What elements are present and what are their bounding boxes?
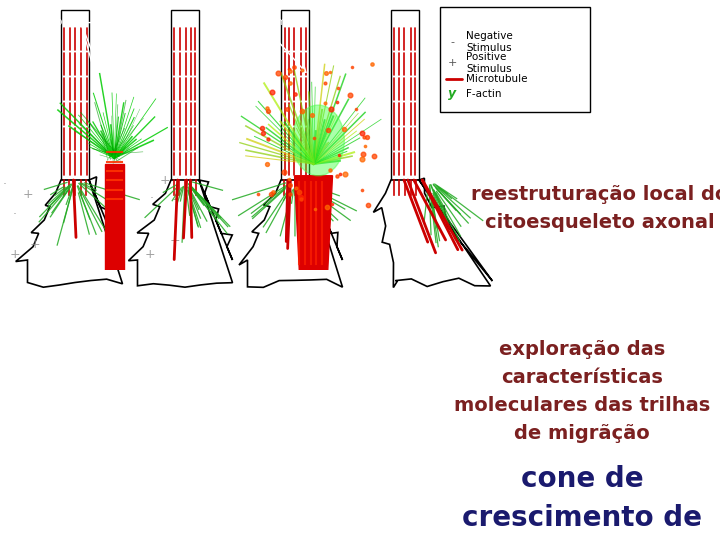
Ellipse shape bbox=[292, 105, 344, 176]
Text: Microtubule: Microtubule bbox=[466, 74, 528, 84]
Text: y: y bbox=[448, 87, 456, 100]
Polygon shape bbox=[104, 164, 124, 270]
Text: Filopodia: Filopodia bbox=[34, 17, 77, 26]
Text: +: + bbox=[30, 239, 40, 252]
Text: exploração das
características
moleculares das trilhas
de migrãção: exploração das características molecular… bbox=[454, 340, 710, 443]
Text: Negative
Stimulus: Negative Stimulus bbox=[466, 31, 513, 53]
Text: +: + bbox=[9, 248, 20, 261]
Text: .: . bbox=[150, 188, 154, 201]
Text: Lamellipodium: Lamellipodium bbox=[214, 17, 286, 26]
Text: .: . bbox=[13, 204, 17, 217]
Polygon shape bbox=[281, 10, 309, 180]
FancyBboxPatch shape bbox=[440, 7, 590, 112]
Text: -: - bbox=[173, 193, 177, 206]
Text: +: + bbox=[160, 173, 171, 186]
Text: cone de
crescimento de
axônio: cone de crescimento de axônio bbox=[462, 465, 702, 540]
Polygon shape bbox=[16, 177, 122, 287]
Text: +: + bbox=[447, 58, 456, 68]
Polygon shape bbox=[239, 180, 343, 287]
Polygon shape bbox=[374, 178, 492, 287]
Text: .: . bbox=[3, 173, 7, 186]
Polygon shape bbox=[61, 10, 89, 180]
Text: reestruturação local do
citoesqueleto axonal: reestruturação local do citoesqueleto ax… bbox=[472, 185, 720, 232]
Text: F-actin: F-actin bbox=[466, 89, 502, 99]
Text: -: - bbox=[450, 37, 454, 47]
Polygon shape bbox=[128, 180, 233, 287]
Text: +: + bbox=[170, 233, 180, 246]
Text: Positive
Stimulus: Positive Stimulus bbox=[466, 52, 512, 74]
Polygon shape bbox=[294, 176, 333, 270]
Text: +: + bbox=[23, 188, 33, 201]
Polygon shape bbox=[391, 10, 419, 180]
Text: +: + bbox=[145, 248, 156, 261]
Polygon shape bbox=[171, 10, 199, 180]
